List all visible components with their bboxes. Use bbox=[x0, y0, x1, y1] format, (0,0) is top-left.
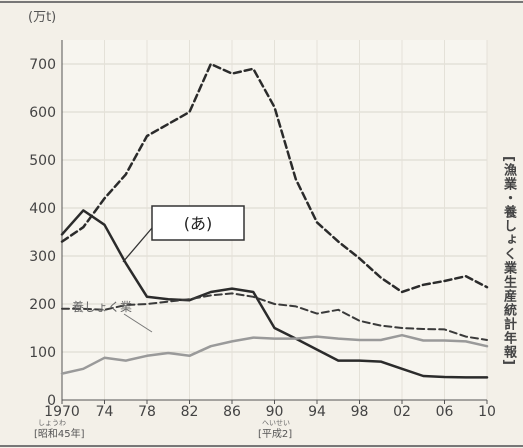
y-tick-label: 300 bbox=[29, 249, 56, 265]
callout-label: (あ) bbox=[184, 214, 213, 233]
aquaculture-leader bbox=[123, 313, 153, 333]
y-tick-label: 700 bbox=[29, 57, 56, 73]
x-tick-label: 10 bbox=[478, 404, 496, 420]
y-tick-label: 400 bbox=[29, 201, 56, 217]
x-tick-label: 1970 bbox=[44, 404, 80, 420]
series-line-1 bbox=[60, 62, 489, 294]
series-layer bbox=[60, 62, 489, 379]
x-tick-label: 86 bbox=[223, 404, 241, 420]
y-tick-label: 100 bbox=[29, 345, 56, 361]
x-axis-ticks: 1970 74 78 82 86 90 94 98 02 06 10 bbox=[44, 400, 496, 420]
x-tick-label: 94 bbox=[308, 404, 326, 420]
callout-leader bbox=[122, 227, 153, 263]
x-tick-label: 98 bbox=[351, 404, 369, 420]
series-line-3 bbox=[61, 292, 488, 341]
x-tick-label: 78 bbox=[138, 404, 156, 420]
callout-box bbox=[151, 205, 245, 241]
x-tick-label: 74 bbox=[96, 404, 114, 420]
x-tick-label: 02 bbox=[393, 404, 411, 420]
x-tick-label: 06 bbox=[436, 404, 454, 420]
aquaculture-label: 養しょく業 bbox=[72, 299, 132, 314]
y-axis-ticks: 0 100 200 300 400 500 600 700 bbox=[29, 57, 56, 409]
series-line-4 bbox=[60, 333, 489, 375]
y-tick-label: 200 bbox=[29, 297, 56, 313]
series-line-2 bbox=[60, 209, 489, 379]
source-label: [漁業・養しょく業生産統計年報] bbox=[501, 156, 516, 366]
x-tick-label: 82 bbox=[181, 404, 199, 420]
y-tick-label: 0 bbox=[47, 393, 56, 409]
era-ruby-start: しょうわ bbox=[38, 419, 66, 427]
era-label-mid: [平成2] bbox=[258, 428, 292, 440]
era-label-start: [昭和45年] bbox=[34, 427, 85, 440]
y-unit-label: (万t) bbox=[28, 10, 56, 25]
era-ruby-mid: へいせい bbox=[262, 419, 290, 427]
x-tick-label: 90 bbox=[266, 404, 284, 420]
y-tick-label: 500 bbox=[29, 153, 56, 169]
y-tick-label: 600 bbox=[29, 105, 56, 121]
